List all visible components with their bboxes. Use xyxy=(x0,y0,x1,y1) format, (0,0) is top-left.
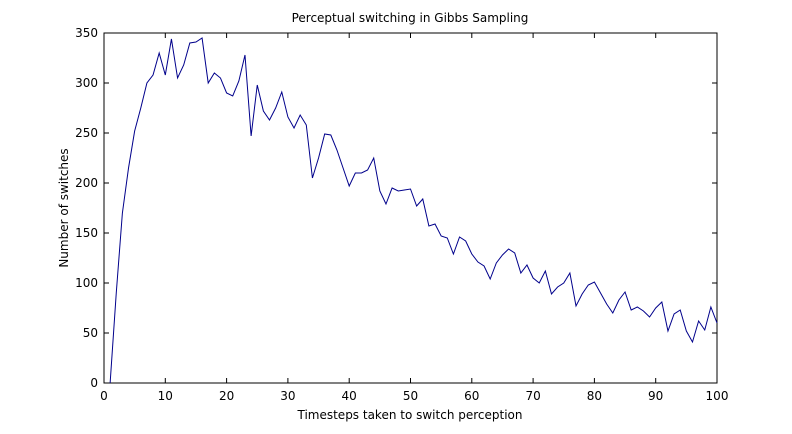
x-tick-label: 40 xyxy=(342,389,357,403)
series-line xyxy=(109,37,718,384)
x-tick-label: 80 xyxy=(587,389,602,403)
x-tick-label: 60 xyxy=(464,389,479,403)
y-tick-label: 250 xyxy=(75,126,98,140)
y-axis: 0 50 100 150 200 250 300 350 xyxy=(75,26,717,390)
y-tick-label: 100 xyxy=(75,276,98,290)
x-axis-label: Timesteps taken to switch perception xyxy=(296,408,522,422)
x-tick-label: 20 xyxy=(219,389,234,403)
chart-title: Perceptual switching in Gibbs Sampling xyxy=(292,11,529,25)
y-tick-label: 200 xyxy=(75,176,98,190)
y-axis-label: Number of switches xyxy=(57,148,71,267)
y-tick-label: 50 xyxy=(83,326,98,340)
y-tick-label: 350 xyxy=(75,26,98,40)
x-tick-label: 70 xyxy=(525,389,540,403)
x-tick-label: 10 xyxy=(158,389,173,403)
y-tick-label: 150 xyxy=(75,226,98,240)
x-axis: 0 10 20 30 40 50 60 70 80 90 100 xyxy=(100,33,728,403)
y-tick-label: 0 xyxy=(90,376,98,390)
x-tick-label: 0 xyxy=(100,389,108,403)
y-tick-label: 300 xyxy=(75,76,98,90)
x-tick-label: 30 xyxy=(280,389,295,403)
x-tick-label: 50 xyxy=(403,389,418,403)
x-tick-label: 100 xyxy=(706,389,729,403)
x-tick-label: 90 xyxy=(648,389,663,403)
plot-area-frame xyxy=(103,32,718,384)
